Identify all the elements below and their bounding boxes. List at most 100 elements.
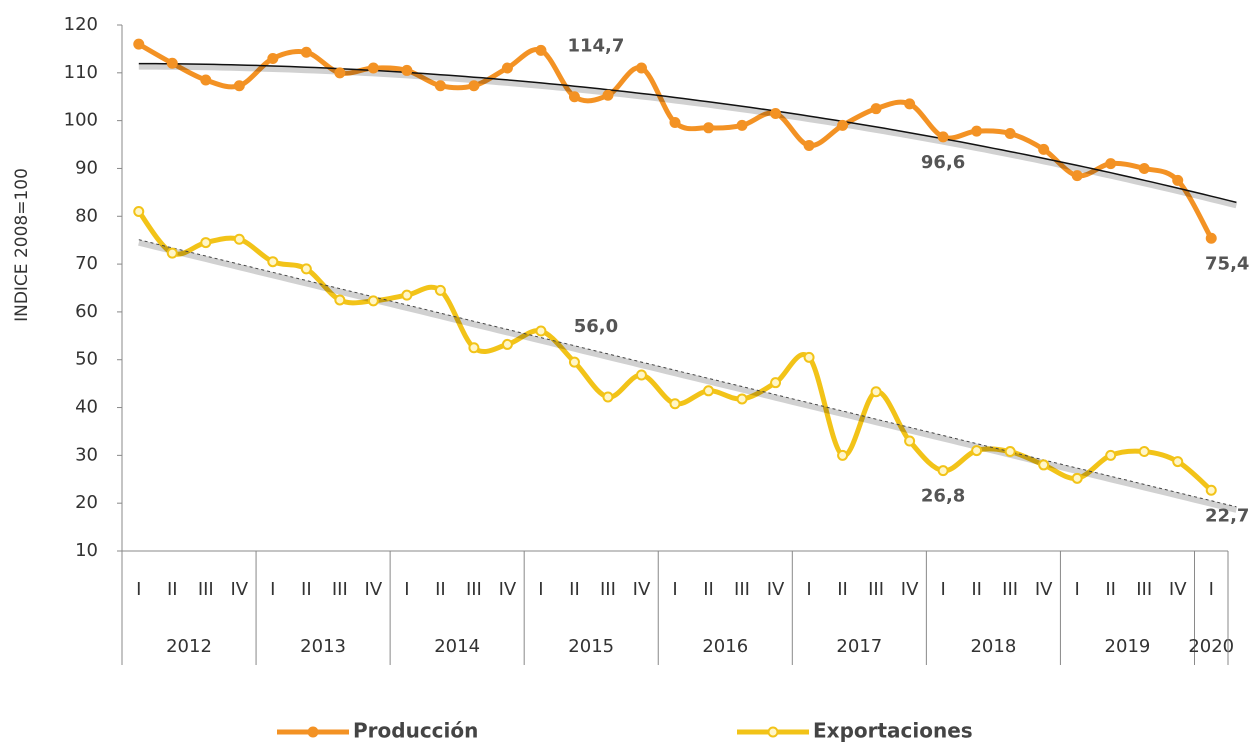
marker — [233, 233, 245, 245]
marker — [904, 435, 916, 447]
marker — [166, 57, 178, 69]
x-tick-label: II — [703, 579, 714, 600]
series-line — [136, 41, 1214, 241]
year-label: 2013 — [300, 636, 346, 657]
y-tick-label: 120 — [64, 14, 98, 35]
marker — [837, 449, 849, 461]
y-tick-label: 10 — [75, 540, 98, 561]
marker — [837, 119, 849, 131]
y-tick-label: 90 — [75, 157, 98, 178]
x-tick-label: III — [1136, 579, 1152, 600]
marker — [334, 294, 346, 306]
x-tick-label: IV — [901, 579, 919, 600]
x-tick-label: IV — [365, 579, 383, 600]
data-label: 75,4 — [1205, 253, 1249, 274]
marker — [401, 289, 413, 301]
x-tick-label: I — [538, 579, 543, 600]
marker — [1138, 162, 1150, 174]
x-tick-label: IV — [499, 579, 517, 600]
data-label: 114,7 — [567, 35, 624, 56]
marker — [267, 256, 279, 268]
marker — [1071, 170, 1083, 182]
marker — [803, 140, 815, 152]
marker — [568, 91, 580, 103]
x-tick-label: II — [971, 579, 982, 600]
year-label: 2017 — [836, 636, 882, 657]
marker — [501, 338, 513, 350]
marker — [770, 107, 782, 119]
legend-marker — [307, 726, 319, 738]
trendline-shadow — [138, 239, 1238, 513]
marker — [803, 351, 815, 363]
x-tick-label: II — [569, 579, 580, 600]
x-tick-label: III — [332, 579, 348, 600]
x-tick-label: III — [868, 579, 884, 600]
legend-marker — [767, 726, 779, 738]
x-tick-label: II — [1105, 579, 1116, 600]
x-tick-label: III — [1002, 579, 1018, 600]
x-tick-label: III — [734, 579, 750, 600]
marker — [635, 369, 647, 381]
marker — [703, 122, 715, 134]
marker — [904, 98, 916, 110]
marker — [669, 398, 681, 410]
y-tick-label: 60 — [75, 301, 98, 322]
year-label: 2012 — [166, 636, 212, 657]
x-tick-label: I — [806, 579, 811, 600]
y-tick-label: 50 — [75, 349, 98, 370]
marker — [468, 80, 480, 92]
data-label: 96,6 — [921, 152, 965, 173]
marker — [233, 80, 245, 92]
data-label: 26,8 — [921, 486, 965, 507]
x-tick-label: II — [837, 579, 848, 600]
marker — [1205, 484, 1217, 496]
year-label: 2018 — [970, 636, 1016, 657]
marker — [200, 74, 212, 86]
x-tick-label: III — [466, 579, 482, 600]
x-tick-label: I — [404, 579, 409, 600]
x-tick-label: I — [136, 579, 141, 600]
marker — [133, 205, 145, 217]
x-tick-label: IV — [767, 579, 785, 600]
y-tick-label: 20 — [75, 492, 98, 513]
marker — [1004, 446, 1016, 458]
marker — [1138, 446, 1150, 458]
marker — [736, 119, 748, 131]
marker — [434, 284, 446, 296]
data-label: 22,7 — [1205, 505, 1249, 526]
x-tick-label: II — [167, 579, 178, 600]
marker — [602, 89, 614, 101]
x-tick-label: IV — [1169, 579, 1187, 600]
trendline — [138, 62, 1237, 204]
marker — [1205, 232, 1217, 244]
y-axis-label: INDICE 2008=100 — [12, 168, 32, 322]
y-tick-label: 30 — [75, 444, 98, 465]
marker — [1071, 472, 1083, 484]
y-tick-label: 110 — [64, 62, 98, 83]
marker — [200, 237, 212, 249]
marker — [1105, 158, 1117, 170]
y-tick-label: 40 — [75, 397, 98, 418]
legend-label: Exportaciones — [813, 719, 973, 743]
marker — [133, 38, 145, 50]
marker — [971, 445, 983, 457]
marker — [736, 393, 748, 405]
marker — [300, 263, 312, 275]
marker — [267, 52, 279, 64]
marker — [635, 62, 647, 74]
x-tick-label: III — [600, 579, 616, 600]
marker — [334, 67, 346, 79]
year-label: 2015 — [568, 636, 614, 657]
marker — [971, 125, 983, 137]
marker — [401, 64, 413, 76]
year-label: 2019 — [1105, 636, 1151, 657]
y-tick-label: 100 — [64, 110, 98, 131]
x-tick-label: II — [301, 579, 312, 600]
marker — [1004, 128, 1016, 140]
marker — [1105, 449, 1117, 461]
marker — [535, 325, 547, 337]
x-tick-label: I — [672, 579, 677, 600]
marker — [434, 80, 446, 92]
x-tick-label: I — [270, 579, 275, 600]
